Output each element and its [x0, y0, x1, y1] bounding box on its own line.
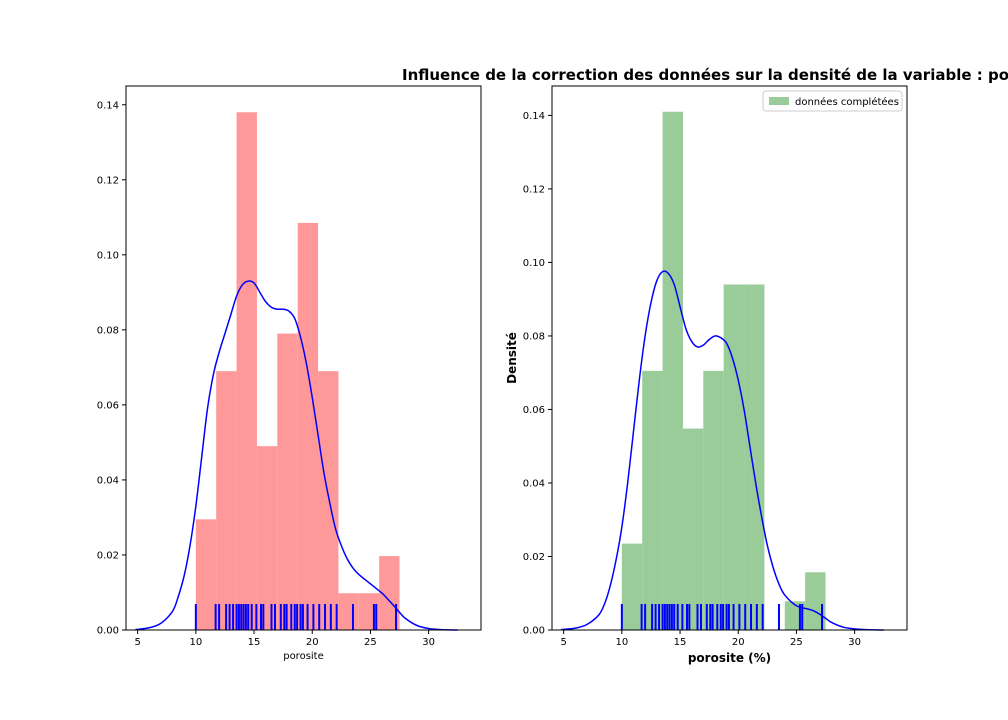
- y-tick-label: 0.14: [97, 100, 119, 111]
- y-tick-label: 0.10: [97, 250, 119, 261]
- x-axis-label: porosite (%): [688, 651, 771, 665]
- y-tick-label: 0.12: [97, 175, 119, 186]
- right-subplot: 5 10 15 20 25 30 0.00 0.02 0.04 0.06 0.08 0.10 0.12 0…: [505, 85, 908, 665]
- histogram-bar: [662, 111, 683, 630]
- legend-box: [762, 90, 903, 112]
- kde-curve: [561, 270, 884, 631]
- kde-curve: [135, 280, 458, 631]
- y-tick-label: 0.06: [523, 405, 545, 416]
- y-tick-label: 0.02: [523, 552, 545, 563]
- left-subplot: 5 10 15 20 25 30 0.00 0.02 0.04 0.06 0.08 0.10 0.12 0…: [97, 85, 482, 662]
- y-tick-label: 0.10: [523, 258, 545, 269]
- figure-suptitle: Influence de la correction des données s…: [402, 66, 1008, 84]
- y-tick-label: 0.04: [97, 475, 119, 486]
- x-tick-label: 15: [674, 637, 687, 648]
- x-tick-label: 10: [189, 637, 202, 648]
- legend-swatch: [769, 97, 789, 105]
- x-tick-label: 15: [248, 637, 261, 648]
- x-tick-label: 20: [306, 637, 319, 648]
- histogram-bar: [682, 428, 704, 630]
- legend-label: données complétées: [795, 96, 899, 108]
- y-tick-label: 0.08: [523, 331, 545, 342]
- y-tick-label: 0.00: [97, 626, 119, 637]
- x-tick-label: 5: [560, 637, 566, 648]
- axes-frame: [125, 85, 482, 631]
- histogram-bar: [723, 284, 745, 630]
- x-tick-label: 20: [732, 637, 745, 648]
- x-tick-label: 10: [615, 637, 628, 648]
- histogram-bar: [318, 371, 339, 630]
- histogram-bar: [195, 519, 217, 630]
- histogram-bar: [621, 543, 643, 630]
- x-tick-label: 25: [364, 637, 377, 648]
- histogram-bar: [297, 222, 319, 630]
- y-tick-label: 0.04: [523, 478, 545, 489]
- x-axis-label: porosite: [283, 651, 324, 662]
- y-tick-label: 0.12: [523, 184, 545, 195]
- histogram-bar: [703, 370, 724, 630]
- y-tick-label: 0.08: [97, 325, 119, 336]
- y-tick-label: 0.06: [97, 400, 119, 411]
- histogram-bar: [379, 556, 400, 630]
- histogram-bar: [277, 333, 298, 630]
- histogram-bar: [744, 284, 765, 630]
- x-tick-label: 30: [422, 637, 435, 648]
- x-tick-label: 30: [848, 637, 861, 648]
- histogram-bar: [216, 371, 237, 630]
- histogram-bar: [805, 572, 826, 630]
- y-axis-label: Densité: [505, 332, 519, 384]
- x-tick-label: 25: [790, 637, 803, 648]
- y-tick-label: 0.14: [523, 111, 545, 122]
- histogram-bar: [236, 112, 257, 630]
- axes-frame: [551, 85, 908, 631]
- y-tick-label: 0.00: [523, 626, 545, 637]
- x-tick-label: 5: [134, 637, 140, 648]
- histogram-bar: [256, 446, 278, 630]
- histogram-bar: [642, 370, 663, 630]
- histogram-bar: [338, 593, 359, 630]
- y-tick-label: 0.02: [97, 550, 119, 561]
